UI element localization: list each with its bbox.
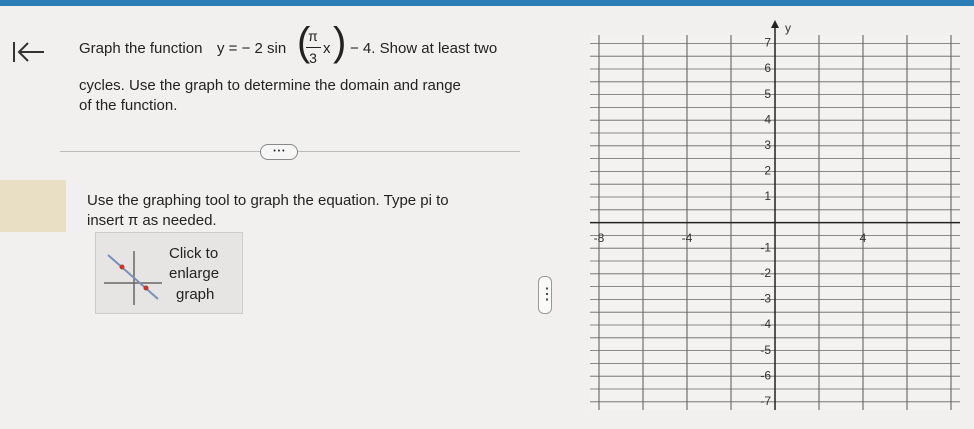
y-tick-label: -1 — [760, 240, 771, 254]
question-text: cycles. Use the graph to determine the d… — [79, 77, 461, 94]
y-tick-label: -5 — [760, 343, 771, 357]
fraction-numerator: π — [308, 28, 318, 44]
y-tick-label: 6 — [764, 61, 771, 75]
fraction-denominator: 3 — [309, 50, 317, 66]
question-text: of the function. — [79, 97, 178, 114]
y-axis-label: y — [785, 21, 791, 35]
instruction-text: insert π as needed. — [87, 212, 217, 229]
button-text: enlarge — [169, 265, 220, 282]
fraction-bar — [306, 47, 321, 48]
resize-handle[interactable]: ⋮ — [538, 276, 555, 314]
y-tick-label: -6 — [760, 368, 771, 382]
paren: ( — [297, 20, 311, 64]
y-tick-label: -4 — [760, 317, 771, 331]
equation-variable: x — [323, 40, 331, 57]
enlarge-graph-button[interactable]: Click to enlarge graph — [95, 232, 243, 314]
graph-icon — [104, 251, 162, 305]
y-tick-label: 4 — [764, 112, 771, 126]
y-tick-label: 2 — [764, 164, 771, 178]
button-text: Click to — [169, 245, 219, 262]
y-axis-arrow — [771, 20, 779, 28]
top-bar — [0, 0, 974, 6]
button-text: graph — [176, 286, 215, 303]
y-tick-label: 1 — [764, 189, 771, 203]
y-tick-label: -2 — [760, 266, 771, 280]
x-tick-label: -8 — [594, 231, 605, 245]
y-tick-label: 3 — [764, 138, 771, 152]
side-highlight — [0, 180, 66, 232]
x-tick-label: 4 — [860, 231, 867, 245]
paren: ) — [333, 20, 347, 64]
y-tick-label: 7 — [764, 36, 771, 50]
question-text: − 4. Show at least two — [350, 40, 498, 57]
equation: y = − 2 sin — [217, 40, 287, 57]
y-tick-label: -3 — [760, 292, 771, 306]
x-tick-label: -4 — [682, 231, 693, 245]
y-tick-label: 5 — [764, 87, 771, 101]
y-tick-label: -7 — [760, 394, 771, 408]
question-text: Graph the function — [79, 40, 203, 57]
more-button[interactable]: • • • — [260, 144, 298, 160]
back-icon[interactable] — [10, 40, 46, 64]
instruction-text: Use the graphing tool to graph the equat… — [87, 192, 449, 209]
